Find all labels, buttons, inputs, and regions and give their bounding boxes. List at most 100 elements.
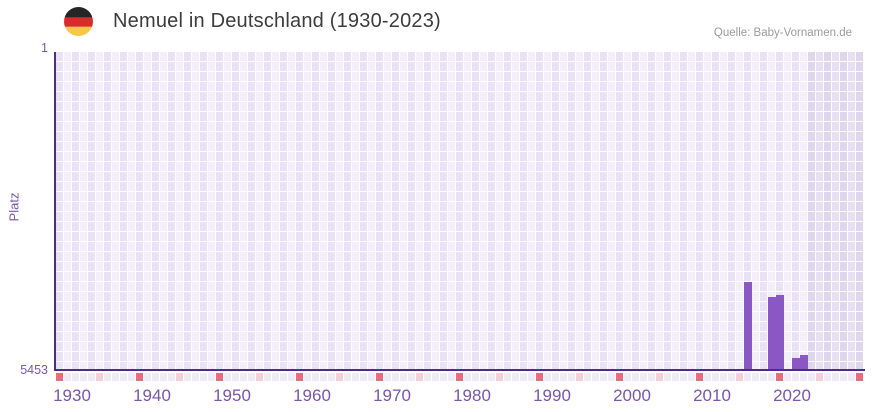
marker-cell	[424, 373, 431, 381]
grid-column	[832, 52, 839, 370]
year-marker-cell	[776, 373, 783, 381]
marker-cell	[712, 373, 719, 381]
marker-cell	[80, 373, 87, 381]
year-marker-cell	[56, 373, 63, 381]
grid-column	[624, 52, 631, 370]
marker-cell	[752, 373, 759, 381]
grid-column	[336, 52, 343, 370]
grid-column	[560, 52, 567, 370]
marker-cell	[592, 373, 599, 381]
grid-column	[344, 52, 351, 370]
grid-column	[536, 52, 543, 370]
grid-column	[720, 52, 727, 370]
y-axis-bottom-tick: 5453	[20, 363, 48, 377]
year-marker-cell	[416, 373, 423, 381]
grid-column	[144, 52, 151, 370]
grid-column	[688, 52, 695, 370]
grid-column	[584, 52, 591, 370]
marker-cell	[664, 373, 671, 381]
grid-column	[368, 52, 375, 370]
year-marker-cell	[736, 373, 743, 381]
grid-column	[232, 52, 239, 370]
marker-cell	[560, 373, 567, 381]
year-marker-cell	[616, 373, 623, 381]
marker-cell	[600, 373, 607, 381]
grid-column	[744, 52, 751, 370]
marker-cell	[328, 373, 335, 381]
grid-column	[480, 52, 487, 370]
grid-column	[616, 52, 623, 370]
marker-cell	[400, 373, 407, 381]
marker-cell	[608, 373, 615, 381]
marker-cell	[440, 373, 447, 381]
bar-2019	[768, 297, 776, 370]
marker-cell	[200, 373, 207, 381]
grid-column	[672, 52, 679, 370]
marker-cell	[72, 373, 79, 381]
marker-cell	[280, 373, 287, 381]
grid-column	[528, 52, 535, 370]
grid-column	[160, 52, 167, 370]
marker-cell	[584, 373, 591, 381]
x-tick-2010: 2010	[693, 386, 731, 405]
x-tick-1940: 1940	[133, 386, 171, 405]
marker-cell	[184, 373, 191, 381]
x-tick-1980: 1980	[453, 386, 491, 405]
grid-column	[312, 52, 319, 370]
grid-column	[792, 52, 799, 370]
grid-column	[680, 52, 687, 370]
grid-column	[816, 52, 823, 370]
grid-column	[272, 52, 279, 370]
marker-cell	[320, 373, 327, 381]
grid-column	[152, 52, 159, 370]
grid-column	[376, 52, 383, 370]
marker-cell	[848, 373, 855, 381]
grid-column	[216, 52, 223, 370]
grid-column	[552, 52, 559, 370]
marker-cell	[680, 373, 687, 381]
marker-cell	[232, 373, 239, 381]
grid-column	[416, 52, 423, 370]
x-tick-1930: 1930	[53, 386, 91, 405]
plot-area	[56, 52, 864, 370]
germany-flag-icon	[64, 7, 93, 36]
grid-column	[728, 52, 735, 370]
marker-cell	[784, 373, 791, 381]
x-tick-2020: 2020	[773, 386, 811, 405]
marker-cell	[368, 373, 375, 381]
marker-cell	[224, 373, 231, 381]
marker-cell	[672, 373, 679, 381]
grid-column	[192, 52, 199, 370]
marker-cell	[152, 373, 159, 381]
grid-column	[256, 52, 263, 370]
marker-cell	[168, 373, 175, 381]
grid-column	[80, 52, 87, 370]
marker-cell	[728, 373, 735, 381]
grid-column	[496, 52, 503, 370]
grid-column	[576, 52, 583, 370]
grid-column	[392, 52, 399, 370]
grid-column	[712, 52, 719, 370]
grid-column	[328, 52, 335, 370]
marker-cell	[288, 373, 295, 381]
grid-column	[104, 52, 111, 370]
marker-cell	[128, 373, 135, 381]
grid-column	[248, 52, 255, 370]
grid-column	[608, 52, 615, 370]
grid-column	[768, 52, 775, 370]
grid-column	[264, 52, 271, 370]
year-marker-cell	[576, 373, 583, 381]
grid-column	[352, 52, 359, 370]
marker-cell	[344, 373, 351, 381]
grid-column	[64, 52, 71, 370]
grid-column	[640, 52, 647, 370]
grid-column	[568, 52, 575, 370]
grid-column	[776, 52, 783, 370]
marker-cell	[464, 373, 471, 381]
grid-column	[504, 52, 511, 370]
grid-column	[472, 52, 479, 370]
marker-cell	[448, 373, 455, 381]
grid-column	[176, 52, 183, 370]
source-credit: Quelle: Baby-Vornamen.de	[713, 27, 852, 39]
